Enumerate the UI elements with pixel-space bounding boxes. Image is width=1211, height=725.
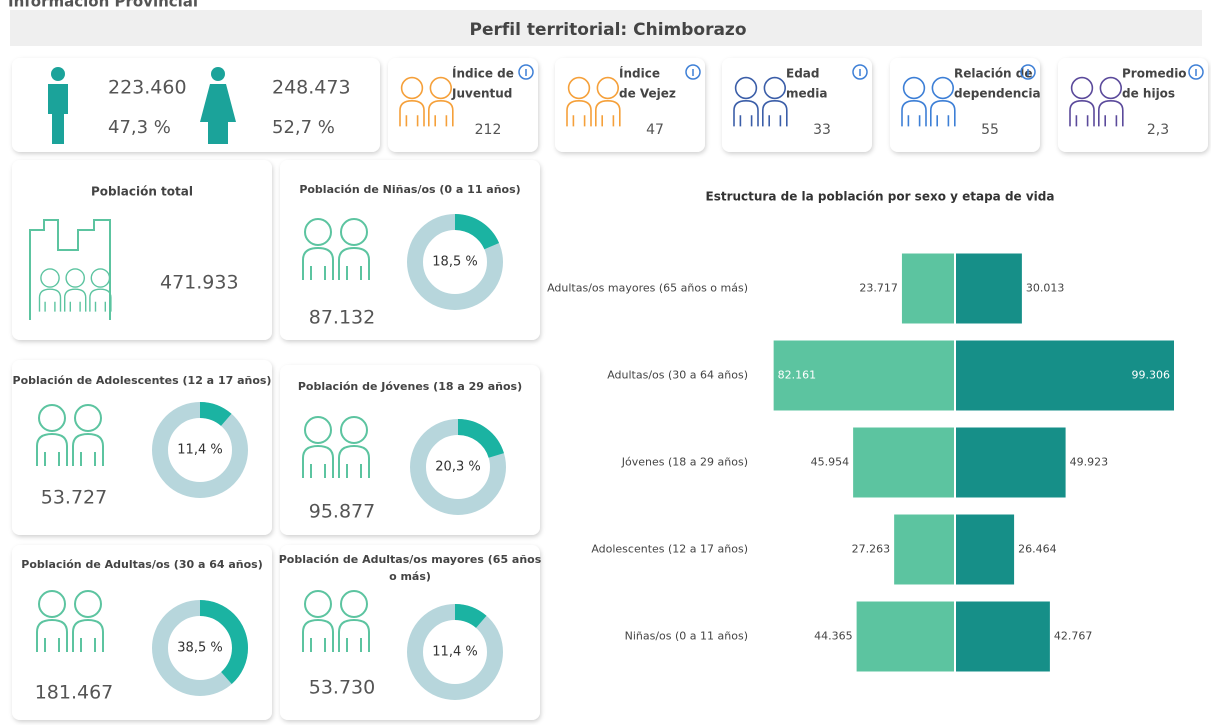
category-label: Jóvenes (18 a 29 años) (621, 456, 748, 469)
bar (956, 602, 1050, 672)
value-label: 49.923 (1070, 456, 1109, 469)
group-count: 181.467 (35, 682, 114, 704)
bar (853, 428, 954, 498)
value-label: 44.365 (814, 630, 853, 643)
chart-title: Estructura de la población por sexo y et… (706, 190, 1055, 204)
bar (902, 254, 954, 324)
page-title: Perfil territorial: Chimborazo (469, 20, 746, 40)
card-title: Población de Adultas/os (30 a 64 años) (21, 558, 262, 571)
card-title: o más) (389, 570, 431, 583)
value-label: 27.263 (852, 543, 891, 556)
value-label: 26.464 (1018, 543, 1057, 556)
indicator-value: 47 (646, 122, 664, 138)
donut-label: 20,3 % (435, 460, 480, 475)
group-count: 95.877 (309, 501, 375, 523)
donut-label: 18,5 % (432, 255, 477, 270)
value-label: 42.767 (1054, 630, 1093, 643)
dashboard: Información Provincial Perfil territoria… (0, 0, 1211, 725)
indicator-label: Índice de (452, 66, 514, 81)
indicator-label: Índice (619, 66, 660, 81)
card-title: Población de Adultas/os mayores (65 años (279, 553, 542, 566)
donut-label: 38,5 % (177, 641, 222, 656)
indicator-label: Promedio (1122, 67, 1187, 81)
category-label: Adultas/os mayores (65 años o más) (547, 282, 748, 295)
bar (857, 602, 954, 672)
bar (956, 428, 1066, 498)
sex-count: 248.473 (272, 77, 351, 99)
category-label: Niñas/os (0 a 11 años) (625, 630, 748, 643)
value-label: 99.306 (1132, 369, 1171, 382)
value-label: 23.717 (859, 282, 898, 295)
indicator-value: 212 (475, 122, 502, 138)
group-count: 53.730 (309, 677, 375, 699)
group-count: 87.132 (309, 307, 375, 329)
card-title: Población de Jóvenes (18 a 29 años) (298, 380, 522, 393)
category-label: Adultas/os (30 a 64 años) (607, 369, 748, 382)
bar (894, 515, 954, 585)
indicator-label: Edad (786, 67, 819, 81)
donut-label: 11,4 % (177, 443, 222, 458)
total-count: 471.933 (160, 272, 239, 294)
bar (956, 254, 1022, 324)
indicator-label: dependencia (954, 87, 1041, 101)
category-label: Adolescentes (12 a 17 años) (591, 543, 748, 556)
sex-count: 223.460 (108, 77, 187, 99)
indicator-value: 33 (813, 122, 831, 138)
indicator-value: 55 (981, 122, 999, 138)
indicator-value: 2,3 (1147, 122, 1169, 138)
value-label: 30.013 (1026, 282, 1065, 295)
card-title: Población total (91, 185, 193, 199)
sex-percent: 47,3 % (108, 117, 171, 138)
value-label: 45.954 (811, 456, 850, 469)
value-label: 82.161 (778, 369, 817, 382)
bar (956, 515, 1014, 585)
indicator-label: de hijos (1122, 87, 1175, 101)
page: Información Provincial Perfil territoria… (0, 0, 1211, 725)
indicator-label: Juventud (451, 87, 512, 101)
card-title: Población de Adolescentes (12 a 17 años) (13, 374, 272, 387)
donut-label: 11,4 % (432, 645, 477, 660)
sex-percent: 52,7 % (272, 117, 335, 138)
icon-head (51, 67, 65, 81)
card-title: Población de Niñas/os (0 a 11 años) (299, 183, 520, 196)
indicator-label: media (786, 87, 827, 101)
section-title: Información Provincial (8, 0, 198, 11)
icon-head (211, 67, 225, 81)
group-count: 53.727 (41, 487, 107, 509)
indicator-label: de Vejez (619, 87, 676, 101)
